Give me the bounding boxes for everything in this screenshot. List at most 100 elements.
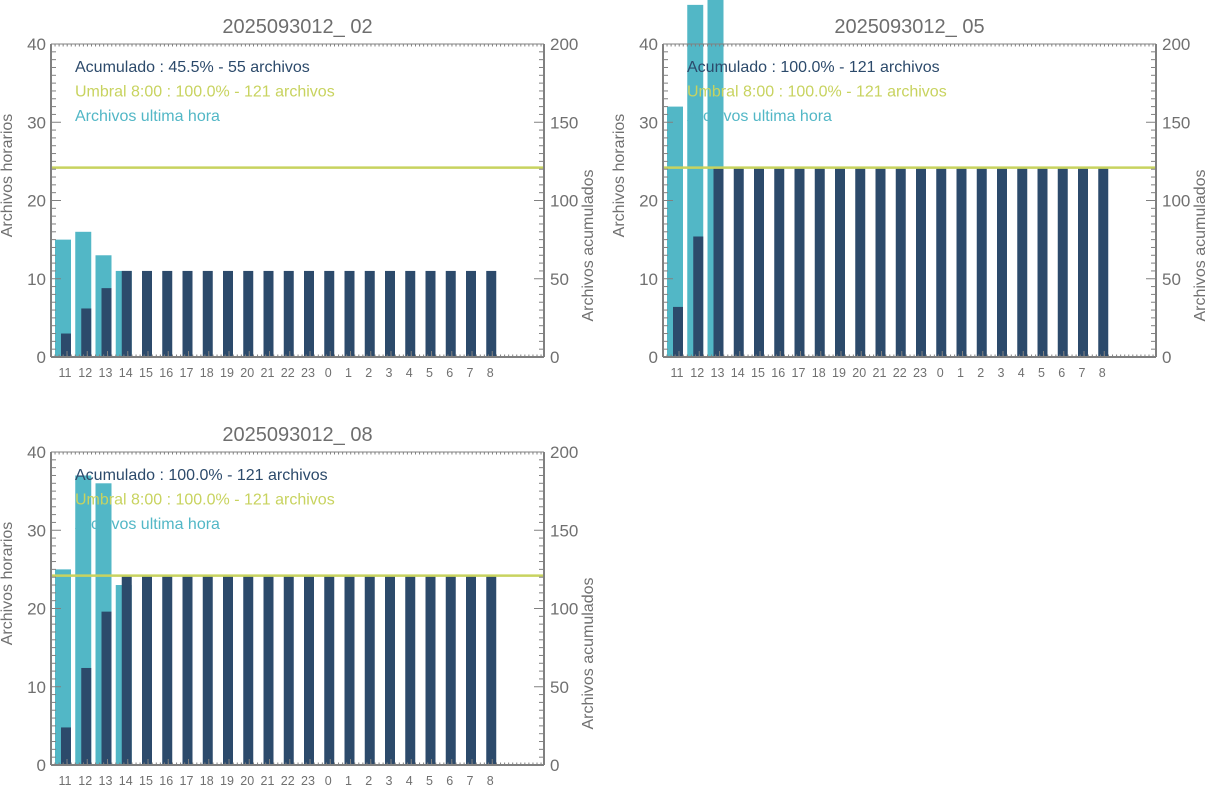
y2-tick-label: 0	[550, 348, 559, 367]
cumulative-bar	[875, 167, 886, 357]
cumulative-bar	[486, 270, 497, 357]
cumulative-bar	[486, 575, 497, 765]
y-tick-label: 20	[27, 192, 46, 211]
x-tick-label: 12	[78, 366, 92, 380]
x-tick-label: 11	[671, 366, 684, 380]
cumulative-bar	[936, 167, 947, 357]
legend-cumulative: Acumulado : 45.5% - 55 archivos	[75, 59, 310, 76]
x-tick-label: 6	[446, 366, 453, 380]
x-tick-label: 19	[220, 774, 234, 787]
x-tick-label: 1	[345, 366, 352, 380]
cumulative-bar	[223, 270, 233, 357]
y-tick-label: 10	[27, 270, 46, 289]
cumulative-bar	[202, 270, 213, 357]
x-tick-label: 17	[792, 366, 806, 380]
cumulative-bar	[324, 575, 335, 765]
x-tick-label: 23	[301, 366, 315, 380]
cumulative-bar	[243, 270, 254, 357]
cumulative-bar	[385, 270, 395, 357]
cumulative-bar	[324, 270, 335, 357]
x-tick-label: 20	[852, 366, 866, 380]
x-tick-label: 19	[220, 366, 234, 380]
x-tick-label: 18	[812, 366, 826, 380]
x-tick-label: 20	[240, 366, 254, 380]
x-tick-label: 15	[751, 366, 765, 380]
x-tick-label: 15	[139, 774, 153, 787]
cumulative-bar	[162, 270, 173, 357]
x-tick-label: 13	[99, 774, 113, 787]
y-tick-label: 0	[37, 756, 46, 775]
y2-axis-title: Archivos acumulados	[580, 169, 597, 321]
hourly-bar	[55, 239, 71, 357]
x-tick-label: 22	[281, 366, 295, 380]
y2-tick-label: 100	[1162, 192, 1190, 211]
cumulative-bar	[693, 236, 704, 357]
x-tick-label: 19	[832, 366, 846, 380]
x-tick-label: 22	[281, 774, 295, 787]
x-tick-label: 1	[345, 774, 352, 787]
x-tick-label: 17	[180, 774, 194, 787]
cumulative-bar	[405, 575, 416, 765]
x-tick-label: 13	[99, 366, 113, 380]
cumulative-bar	[304, 270, 314, 357]
cumulative-bar	[81, 308, 92, 357]
x-tick-label: 12	[690, 366, 704, 380]
chart-title: 2025093012_ 02	[222, 16, 372, 38]
x-tick-label: 8	[1099, 366, 1106, 380]
cumulative-bar	[976, 167, 987, 357]
cumulative-bar	[405, 270, 416, 357]
cumulative-bar	[713, 167, 724, 357]
cumulative-bar	[101, 288, 112, 357]
cumulative-bar	[61, 727, 71, 765]
y-tick-label: 40	[639, 35, 658, 54]
y-tick-label: 10	[639, 270, 658, 289]
cumulative-bar	[774, 167, 785, 357]
x-tick-label: 6	[1058, 366, 1065, 380]
y-tick-label: 40	[27, 443, 46, 462]
x-tick-label: 18	[200, 366, 214, 380]
cumulative-bar	[142, 575, 152, 765]
y-tick-label: 20	[639, 192, 658, 211]
cumulative-bar	[895, 167, 906, 357]
y2-tick-label: 150	[1162, 113, 1190, 132]
cumulative-bar	[364, 270, 375, 357]
cumulative-bar	[1037, 167, 1048, 357]
cumulative-bar	[754, 167, 764, 357]
cumulative-bar	[466, 575, 476, 765]
x-tick-label: 15	[139, 366, 153, 380]
cumulative-bar	[956, 167, 967, 357]
x-tick-label: 4	[406, 774, 413, 787]
cumulative-bar	[733, 167, 744, 357]
y2-axis-title: Archivos acumulados	[1192, 169, 1206, 321]
y-axis-title: Archivos horarios	[611, 114, 628, 238]
x-tick-label: 13	[711, 366, 725, 380]
y2-tick-label: 150	[550, 113, 578, 132]
cumulative-bar	[243, 575, 254, 765]
x-tick-label: 23	[913, 366, 927, 380]
cumulative-bar	[916, 167, 926, 357]
chart-title: 2025093012_ 08	[222, 424, 372, 446]
y-tick-label: 0	[649, 348, 658, 367]
chart-title: 2025093012_ 05	[834, 16, 984, 38]
x-tick-label: 1	[957, 366, 964, 380]
x-tick-label: 21	[261, 774, 275, 787]
hourly-bar	[667, 106, 683, 357]
x-tick-label: 0	[325, 366, 332, 380]
y2-tick-label: 200	[1162, 35, 1190, 54]
y-axis-title: Archivos horarios	[0, 114, 16, 238]
y2-tick-label: 200	[550, 35, 578, 54]
cumulative-bar	[121, 270, 132, 357]
x-tick-label: 7	[467, 774, 474, 787]
y2-tick-label: 100	[550, 600, 578, 619]
y-tick-label: 40	[27, 35, 46, 54]
cumulative-bar	[61, 333, 71, 357]
y2-tick-label: 200	[550, 443, 578, 462]
x-tick-label: 2	[365, 366, 372, 380]
cumulative-bar	[855, 167, 866, 357]
x-tick-label: 0	[325, 774, 332, 787]
x-tick-label: 5	[426, 366, 433, 380]
x-tick-label: 17	[180, 366, 194, 380]
y2-tick-label: 50	[1162, 270, 1181, 289]
x-tick-label: 21	[261, 366, 275, 380]
